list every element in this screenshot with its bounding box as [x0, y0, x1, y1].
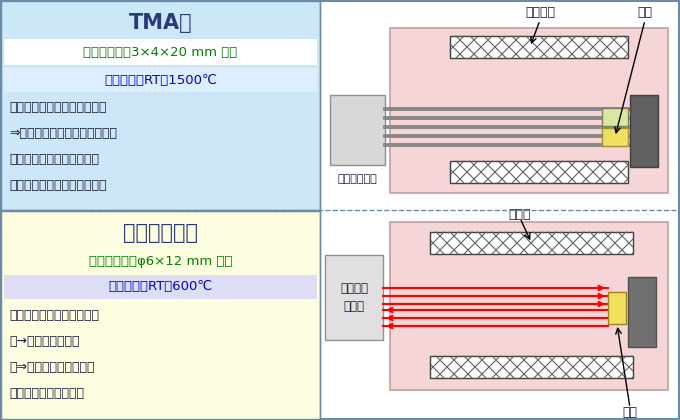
Text: 測定範囲：RT～1500℃: 測定範囲：RT～1500℃	[104, 74, 217, 87]
Bar	[602, 108, 628, 126]
Text: 試料: 試料	[638, 5, 653, 18]
Text: ・各種雰囲気下での測定可能: ・各種雰囲気下での測定可能	[9, 179, 107, 192]
Text: 参照試料: 参照試料	[525, 5, 555, 18]
Bar	[4, 68, 317, 92]
Text: 試料サイズ：3×4×20 mm 程度: 試料サイズ：3×4×20 mm 程度	[84, 45, 237, 58]
Text: レーザ干渉法: レーザ干渉法	[123, 223, 198, 243]
Text: →標準物質が不要: →標準物質が不要	[9, 335, 80, 348]
Bar	[450, 36, 628, 58]
Bar	[390, 28, 668, 193]
Text: 反射鏡: 反射鏡	[509, 207, 531, 220]
Text: 試料サイズ：φ6×12 mm 程度: 試料サイズ：φ6×12 mm 程度	[89, 255, 233, 268]
Text: ・比較的高温まで測定可能: ・比較的高温まで測定可能	[9, 153, 99, 166]
Bar	[430, 356, 633, 378]
Bar	[325, 255, 383, 340]
Text: ・雰囲気は減圧中のみ: ・雰囲気は減圧中のみ	[9, 387, 84, 400]
Text: TMA法: TMA法	[129, 13, 192, 33]
Text: 作動トランス: 作動トランス	[338, 174, 377, 184]
Text: 測定範囲：RT～600℃: 測定範囲：RT～600℃	[108, 281, 213, 294]
Bar	[1, 1, 320, 210]
Text: レーザー
干渉計: レーザー 干渉計	[340, 283, 368, 312]
Bar	[390, 222, 668, 390]
Bar	[628, 277, 656, 347]
Bar	[630, 95, 658, 167]
Text: ⇒高精度な測定が可能: ⇒高精度な測定が可能	[9, 361, 95, 374]
Bar	[608, 292, 626, 324]
Text: 試料: 試料	[622, 405, 638, 418]
Text: ・参照試料との膨張差を計測: ・参照試料との膨張差を計測	[9, 101, 107, 114]
Bar	[1, 211, 320, 419]
Bar	[4, 39, 317, 65]
Bar	[602, 128, 628, 146]
Text: ⇒熱膨張既知の参照試料が必要: ⇒熱膨張既知の参照試料が必要	[9, 127, 117, 140]
Text: ・試料の絶対変化量を計測: ・試料の絶対変化量を計測	[9, 309, 99, 322]
Bar	[450, 161, 628, 183]
Bar	[330, 95, 385, 165]
Bar	[4, 275, 317, 299]
Bar	[430, 232, 633, 254]
